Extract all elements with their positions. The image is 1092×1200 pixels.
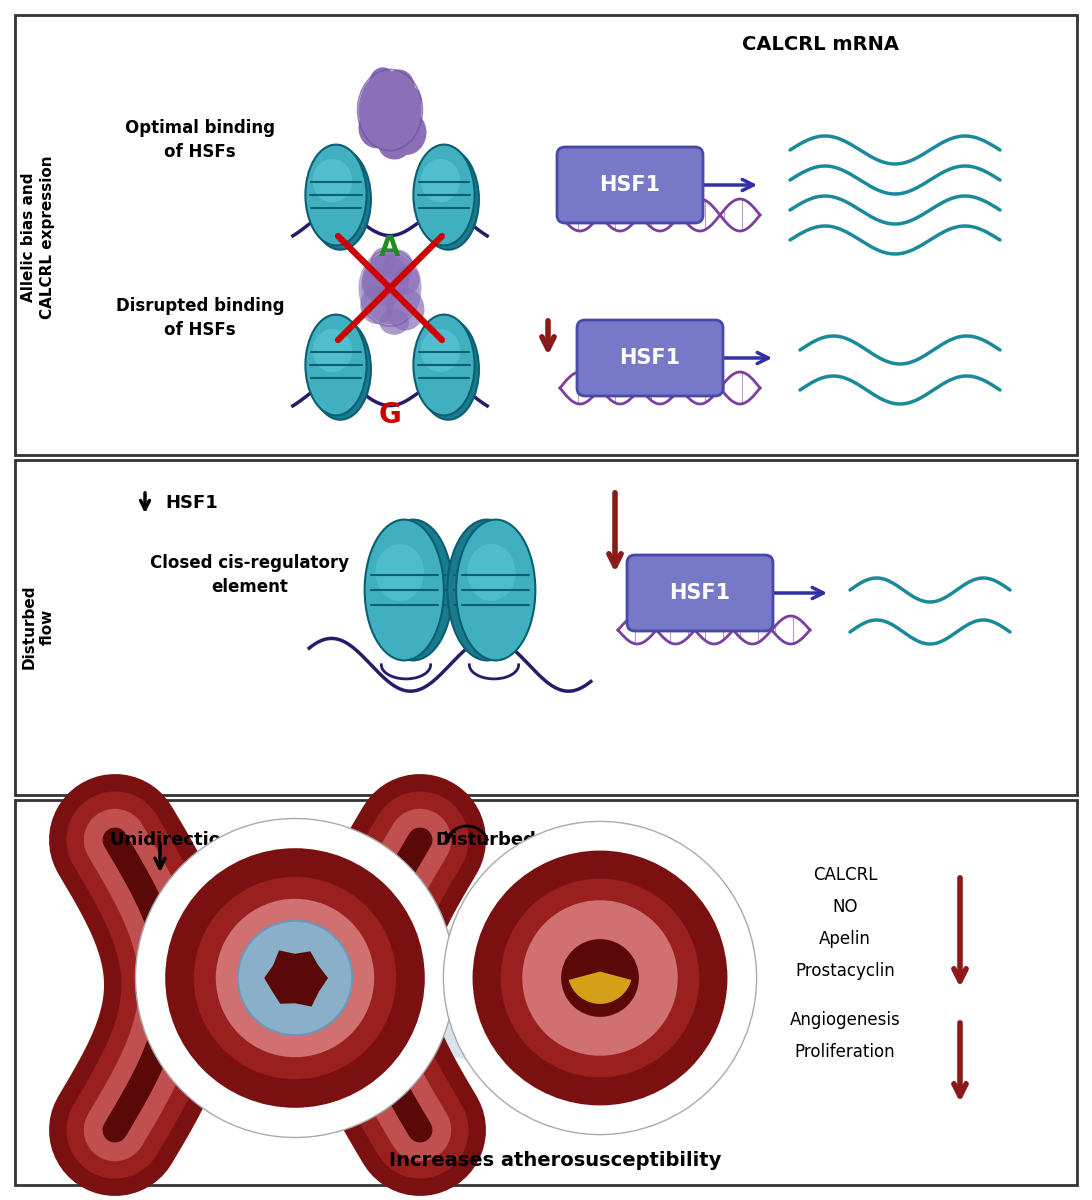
Polygon shape	[430, 900, 541, 1080]
Ellipse shape	[467, 544, 515, 601]
Text: Proliferation: Proliferation	[795, 1043, 895, 1061]
Ellipse shape	[418, 149, 479, 250]
Ellipse shape	[312, 158, 353, 202]
Text: Prostacyclin: Prostacyclin	[795, 962, 894, 980]
Ellipse shape	[376, 544, 424, 601]
Polygon shape	[155, 900, 240, 1080]
Ellipse shape	[414, 314, 475, 415]
Ellipse shape	[369, 67, 396, 98]
Ellipse shape	[360, 88, 388, 124]
Ellipse shape	[370, 247, 396, 277]
Polygon shape	[264, 950, 328, 1007]
Circle shape	[216, 899, 375, 1057]
FancyBboxPatch shape	[627, 554, 773, 631]
Ellipse shape	[360, 286, 394, 324]
Text: Angiogenesis: Angiogenesis	[790, 1010, 901, 1028]
Ellipse shape	[358, 72, 422, 149]
FancyBboxPatch shape	[557, 146, 703, 223]
Wedge shape	[569, 972, 631, 1004]
Circle shape	[561, 940, 639, 1016]
Ellipse shape	[383, 250, 414, 283]
Text: Disturbed
flow: Disturbed flow	[21, 584, 55, 670]
Text: Optimal binding
of HSFs: Optimal binding of HSFs	[124, 119, 275, 161]
Text: Disrupted binding
of HSFs: Disrupted binding of HSFs	[116, 298, 284, 338]
Circle shape	[238, 920, 353, 1036]
Ellipse shape	[310, 319, 371, 420]
Ellipse shape	[306, 314, 367, 415]
Ellipse shape	[394, 265, 419, 294]
Ellipse shape	[379, 310, 410, 335]
Circle shape	[165, 848, 425, 1108]
Ellipse shape	[361, 266, 388, 301]
Ellipse shape	[383, 70, 415, 106]
Bar	[15, 14, 1077, 455]
Text: Unidirectional flow: Unidirectional flow	[109, 830, 300, 850]
Text: HSF1: HSF1	[165, 494, 217, 512]
Ellipse shape	[414, 144, 475, 245]
Text: NO: NO	[832, 898, 857, 916]
Ellipse shape	[385, 110, 427, 155]
Ellipse shape	[420, 158, 460, 202]
Circle shape	[443, 821, 757, 1135]
Ellipse shape	[312, 329, 353, 372]
Ellipse shape	[360, 74, 411, 128]
Ellipse shape	[394, 85, 422, 116]
Text: A: A	[379, 234, 401, 262]
Text: HSF1: HSF1	[669, 583, 731, 602]
Ellipse shape	[310, 149, 371, 250]
Text: CALCRL mRNA: CALCRL mRNA	[741, 36, 899, 54]
Bar	[15, 460, 1077, 794]
Ellipse shape	[448, 520, 526, 660]
Circle shape	[522, 900, 678, 1056]
Ellipse shape	[384, 544, 432, 601]
Circle shape	[135, 818, 454, 1138]
Text: Increases atherosusceptibility: Increases atherosusceptibility	[389, 1151, 721, 1170]
Ellipse shape	[459, 544, 507, 601]
Text: G: G	[379, 401, 402, 428]
Bar	[15, 800, 1077, 1186]
Ellipse shape	[358, 108, 394, 149]
Text: Apelin: Apelin	[819, 930, 871, 948]
Ellipse shape	[420, 329, 460, 372]
Text: HSF1: HSF1	[600, 175, 661, 194]
Ellipse shape	[373, 520, 453, 660]
Ellipse shape	[365, 520, 443, 660]
Text: Allelic bias and
CALCRL expression: Allelic bias and CALCRL expression	[21, 155, 55, 319]
FancyBboxPatch shape	[577, 320, 723, 396]
Text: CALCRL: CALCRL	[812, 866, 877, 884]
Text: Closed cis-regulatory
element: Closed cis-regulatory element	[151, 554, 349, 595]
Ellipse shape	[363, 254, 410, 305]
Circle shape	[473, 851, 727, 1105]
Ellipse shape	[306, 144, 367, 245]
Text: HSF1: HSF1	[619, 348, 680, 368]
Ellipse shape	[379, 132, 411, 160]
Ellipse shape	[418, 319, 479, 420]
Ellipse shape	[387, 288, 425, 330]
Text: Disturbed flow: Disturbed flow	[436, 830, 584, 850]
Circle shape	[500, 878, 699, 1078]
Ellipse shape	[360, 252, 419, 324]
Circle shape	[193, 877, 396, 1079]
Ellipse shape	[456, 520, 535, 660]
